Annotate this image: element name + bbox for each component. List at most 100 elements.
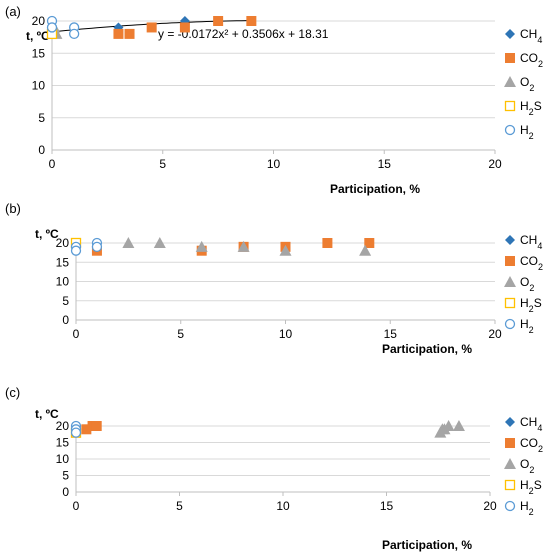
data-point: [153, 237, 166, 248]
data-point: [359, 244, 372, 256]
legend-marker: [504, 318, 516, 330]
data-point: [279, 244, 292, 256]
data-point: [69, 28, 80, 40]
data-point: [442, 420, 455, 431]
data-point: [113, 28, 124, 39]
data-point: [124, 28, 135, 39]
y-tick-label: 5: [38, 111, 45, 125]
x-tick-label: 0: [73, 327, 80, 341]
data-point: [452, 420, 465, 431]
y-axis-label: t, ºC: [35, 227, 59, 241]
legend-label: H2S: [520, 99, 542, 117]
legend-label: CO2: [520, 254, 543, 272]
legend-label: CO2: [520, 436, 543, 454]
data-point: [146, 22, 157, 33]
y-tick-label: 20: [56, 236, 70, 250]
data-point: [122, 237, 135, 248]
legend-label: H2: [520, 123, 534, 141]
y-tick-label: 15: [32, 46, 46, 60]
series-1: [113, 16, 257, 39]
x-tick-label: 20: [483, 499, 497, 513]
y-tick-label: 0: [62, 485, 69, 499]
data-point: [91, 421, 102, 431]
y-axis-label: t, ºC: [35, 407, 59, 421]
y-tick-label: 15: [56, 255, 70, 269]
legend-marker: [504, 297, 516, 309]
data-point: [81, 424, 92, 435]
series-4: [70, 420, 82, 438]
x-tick-label: 15: [378, 157, 392, 171]
legend-label: H2S: [520, 296, 542, 314]
x-tick-label: 10: [279, 327, 293, 341]
x-tick-label: 20: [488, 157, 502, 171]
legend-marker: [505, 417, 515, 427]
data-point: [364, 238, 375, 248]
legend-label: O2: [520, 275, 534, 293]
x-axis-label: Participation, %: [382, 538, 472, 552]
legend-label: O2: [520, 75, 534, 93]
data-point: [436, 423, 449, 435]
series-2: [122, 237, 372, 256]
legend-label: O2: [520, 457, 534, 475]
y-axis-label: t, ºC: [26, 29, 50, 43]
data-point: [246, 16, 257, 26]
legend-label: CH4: [520, 415, 542, 433]
legend-marker: [505, 235, 515, 245]
y-tick-label: 15: [56, 436, 70, 450]
data-point: [91, 241, 103, 253]
y-tick-label: 10: [32, 79, 46, 93]
y-tick-label: 10: [56, 452, 70, 466]
data-point: [213, 16, 224, 26]
x-tick-label: 20: [488, 327, 502, 341]
legend-label: CH4: [520, 27, 542, 45]
x-tick-label: 5: [176, 499, 183, 513]
y-tick-label: 20: [56, 419, 70, 433]
legend-label: CH4: [520, 233, 542, 251]
data-point: [70, 427, 82, 438]
legend-label: H2: [520, 317, 534, 335]
x-tick-label: 0: [73, 499, 80, 513]
data-point: [195, 240, 208, 252]
y-tick-label: 0: [38, 143, 45, 157]
legend-marker: [505, 256, 515, 266]
data-point: [179, 22, 190, 33]
x-axis-label: Participation, %: [382, 342, 472, 356]
x-tick-label: 15: [384, 327, 398, 341]
data-point: [70, 245, 82, 256]
legend-marker: [505, 438, 515, 448]
x-tick-label: 5: [177, 327, 184, 341]
y-tick-label: 20: [32, 14, 46, 28]
x-tick-label: 0: [49, 157, 56, 171]
data-point: [322, 238, 333, 248]
y-tick-label: 10: [56, 275, 70, 289]
legend-marker: [504, 76, 516, 87]
x-tick-label: 10: [276, 499, 290, 513]
trendline-equation: y = -0.0172x² + 0.3506x + 18.31: [158, 27, 329, 41]
panel-label: (a): [5, 4, 21, 19]
series-4: [70, 237, 103, 256]
data-point: [46, 22, 58, 33]
x-tick-label: 5: [159, 157, 166, 171]
legend-marker: [504, 100, 516, 112]
x-axis-label: Participation, %: [330, 182, 420, 196]
panel-label: (c): [5, 385, 20, 400]
series-1: [91, 238, 375, 256]
legend-marker: [504, 479, 516, 491]
legend-label: H2: [520, 499, 534, 517]
legend-marker: [505, 29, 515, 39]
legend-marker: [505, 53, 515, 63]
data-point: [237, 240, 250, 252]
legend-marker: [504, 458, 516, 469]
panel-label: (b): [5, 201, 21, 216]
legend-marker: [504, 500, 516, 512]
y-tick-label: 5: [62, 469, 69, 483]
y-tick-label: 5: [62, 294, 69, 308]
legend-marker: [504, 276, 516, 287]
y-tick-label: 0: [62, 313, 69, 327]
legend-label: H2S: [520, 478, 542, 496]
series-2: [434, 420, 465, 438]
series-4: [46, 15, 80, 40]
